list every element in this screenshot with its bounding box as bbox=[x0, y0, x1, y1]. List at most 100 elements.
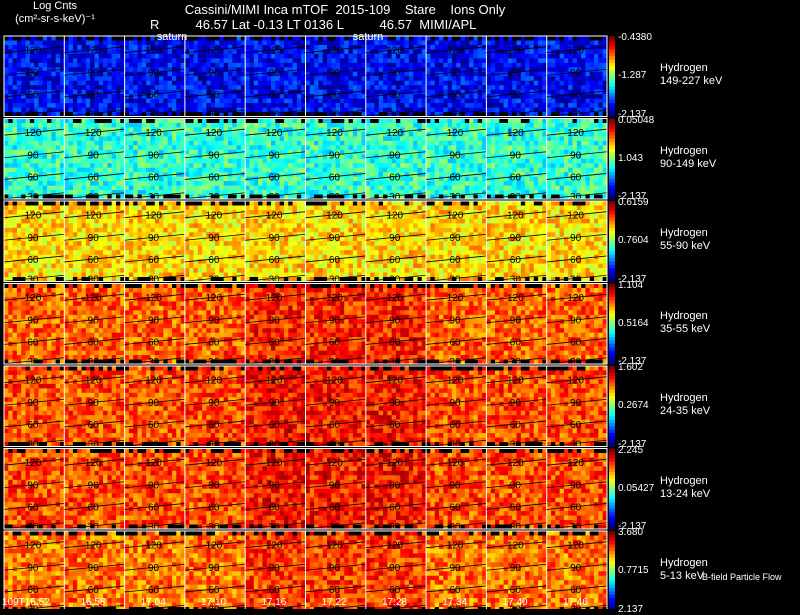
grid-label: 120 bbox=[386, 46, 403, 57]
grid-label: 120 bbox=[326, 376, 343, 387]
grid-label: 120 bbox=[447, 376, 464, 387]
grid-label: 120 bbox=[507, 376, 524, 387]
grid-label: 60 bbox=[389, 420, 401, 431]
grid-label: 120 bbox=[145, 211, 162, 222]
grid-label: 60 bbox=[27, 172, 39, 183]
time-label: 109T16:52 bbox=[2, 597, 50, 608]
grid-label: 60 bbox=[27, 585, 39, 596]
grid-label: 60 bbox=[329, 255, 341, 266]
grid-label: 90 bbox=[208, 151, 220, 162]
grid-label: 120 bbox=[25, 293, 42, 304]
grid-label: 120 bbox=[386, 293, 403, 304]
colorbar-max: 0.6159 bbox=[618, 197, 649, 208]
bfield-note: B-field Particle Flow bbox=[702, 572, 782, 582]
grid-label: 60 bbox=[329, 585, 341, 596]
grid-label: 90 bbox=[570, 233, 582, 244]
grid-label: 60 bbox=[269, 502, 281, 513]
grid-label: 90 bbox=[329, 151, 341, 162]
grid-label: 120 bbox=[326, 46, 343, 57]
band-energy: 90-149 keV bbox=[660, 158, 716, 171]
grid-label: 90 bbox=[88, 233, 100, 244]
grid-label: 120 bbox=[507, 128, 524, 139]
grid-label: 120 bbox=[326, 458, 343, 469]
grid-label: 120 bbox=[326, 211, 343, 222]
band-species: Hydrogen bbox=[660, 145, 716, 158]
grid-label: 60 bbox=[269, 90, 281, 101]
grid-label: 60 bbox=[449, 420, 461, 431]
grid-label: 120 bbox=[266, 293, 283, 304]
band-energy: 24-35 keV bbox=[660, 405, 710, 418]
grid-label: 60 bbox=[88, 90, 100, 101]
grid-label: 90 bbox=[449, 68, 461, 79]
grid-label: 90 bbox=[208, 398, 220, 409]
grid-label: 90 bbox=[449, 398, 461, 409]
grid-label: 90 bbox=[148, 316, 160, 327]
grid-label: 60 bbox=[570, 255, 582, 266]
grid-label: 90 bbox=[148, 481, 160, 492]
grid-label: 90 bbox=[27, 68, 39, 79]
grid-label: 90 bbox=[88, 151, 100, 162]
grid-label: 120 bbox=[386, 458, 403, 469]
grid-label: 60 bbox=[449, 255, 461, 266]
grid-label: 90 bbox=[329, 233, 341, 244]
grid-label: 120 bbox=[25, 128, 42, 139]
grid-label: 60 bbox=[148, 337, 160, 348]
grid-label: 60 bbox=[208, 90, 220, 101]
grid-label: 60 bbox=[148, 172, 160, 183]
colorbar-mid: 0.7715 bbox=[618, 565, 649, 576]
saturn-label: saturn bbox=[157, 31, 188, 43]
grid-label: 120 bbox=[206, 211, 223, 222]
colorbar-mid: 0.5164 bbox=[618, 318, 649, 329]
grid-label: 90 bbox=[27, 481, 39, 492]
grid-label: 120 bbox=[145, 376, 162, 387]
grid-label: 120 bbox=[85, 293, 102, 304]
time-label: 17:22 bbox=[322, 597, 347, 608]
grid-label: 90 bbox=[570, 151, 582, 162]
grid-label: 60 bbox=[208, 172, 220, 183]
grid-label: 120 bbox=[386, 541, 403, 552]
grid-label: 120 bbox=[145, 293, 162, 304]
band-energy: 55-90 keV bbox=[660, 240, 710, 253]
saturn-label: saturn bbox=[353, 31, 384, 43]
colorbar-max: -0.4380 bbox=[618, 32, 652, 43]
grid-label: 60 bbox=[88, 255, 100, 266]
grid-label: 60 bbox=[510, 255, 522, 266]
grid-label: 60 bbox=[510, 337, 522, 348]
grid-label: 60 bbox=[27, 337, 39, 348]
grid-label: 120 bbox=[25, 376, 42, 387]
grid-label: 90 bbox=[208, 316, 220, 327]
grid-label: 60 bbox=[329, 420, 341, 431]
grid-label: 60 bbox=[510, 420, 522, 431]
grid-label: 120 bbox=[507, 211, 524, 222]
grid-label: 60 bbox=[510, 172, 522, 183]
grid-label: 120 bbox=[447, 293, 464, 304]
grid-label: 60 bbox=[27, 255, 39, 266]
grid-label: 120 bbox=[447, 211, 464, 222]
band-energy: 149-227 keV bbox=[660, 75, 722, 88]
grid-label: 60 bbox=[27, 90, 39, 101]
grid-label: 120 bbox=[266, 376, 283, 387]
colorbar-max: 3.680 bbox=[618, 527, 643, 538]
colorbar-max: 1.602 bbox=[618, 362, 643, 373]
grid-label: 90 bbox=[269, 316, 281, 327]
grid-label: 120 bbox=[567, 541, 584, 552]
grid-label: 120 bbox=[266, 541, 283, 552]
band-energy: 13-24 keV bbox=[660, 488, 710, 501]
grid-label: 120 bbox=[447, 128, 464, 139]
